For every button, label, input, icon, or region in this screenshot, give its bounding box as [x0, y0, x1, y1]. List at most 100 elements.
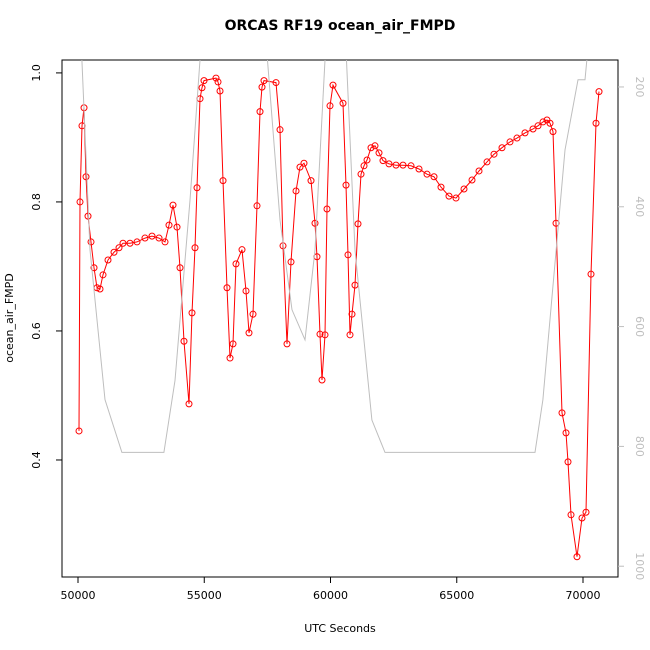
data-point — [188, 309, 196, 317]
data-point — [468, 176, 476, 184]
y-tick-label: 0.8 — [30, 193, 43, 211]
data-point — [323, 205, 331, 213]
data-point — [307, 177, 315, 185]
data-point — [460, 185, 468, 193]
data-point — [521, 129, 529, 137]
x-tick-label: 70000 — [566, 589, 601, 602]
data-point — [329, 81, 337, 89]
data-point — [321, 331, 329, 339]
data-point — [595, 88, 603, 96]
data-point — [379, 157, 387, 165]
data-point — [99, 271, 107, 279]
data-point — [562, 429, 570, 437]
data-point — [399, 161, 407, 169]
y-axis-label: ocean_air_FMPD — [3, 273, 16, 363]
data-point — [104, 256, 112, 264]
data-point — [407, 162, 415, 170]
data-point — [423, 170, 431, 178]
data-point — [276, 126, 284, 134]
plot-frame — [61, 59, 619, 578]
data-point — [82, 173, 90, 181]
data-point — [430, 173, 438, 181]
data-point — [219, 177, 227, 185]
data-point — [148, 232, 156, 240]
data-point — [216, 87, 224, 95]
data-point — [564, 458, 572, 466]
data-point — [483, 158, 491, 166]
data-point — [96, 285, 104, 293]
y2-tick-label: 600 — [633, 316, 646, 337]
y2-tick-label: 400 — [633, 196, 646, 217]
y-tick-label: 0.4 — [30, 451, 43, 469]
data-point — [110, 248, 118, 256]
data-point — [445, 192, 453, 200]
data-point — [582, 508, 590, 516]
y2-tick-label: 200 — [633, 76, 646, 97]
data-point — [318, 376, 326, 384]
data-point — [193, 184, 201, 192]
data-point — [191, 244, 199, 252]
data-point — [342, 181, 350, 189]
data-point — [311, 219, 319, 227]
data-point — [498, 144, 506, 152]
data-point — [587, 270, 595, 278]
y-tick-label: 0.6 — [30, 322, 43, 340]
data-point — [539, 118, 547, 126]
data-point — [452, 194, 460, 202]
data-point — [549, 128, 557, 136]
data-point — [339, 99, 347, 107]
data-point — [258, 83, 266, 91]
x-tick-label: 50000 — [61, 589, 96, 602]
data-point — [490, 150, 498, 158]
data-point — [272, 79, 280, 87]
data-point — [253, 202, 261, 210]
x-tick-label: 55000 — [187, 589, 222, 602]
data-point — [200, 77, 208, 85]
data-point — [506, 138, 514, 146]
data-point — [367, 144, 375, 152]
data-point — [226, 354, 234, 362]
data-point — [173, 223, 181, 231]
data-point — [232, 260, 240, 268]
data-point — [415, 165, 423, 173]
data-point — [357, 170, 365, 178]
data-point — [283, 340, 291, 348]
series-line — [78, 77, 600, 557]
data-point — [256, 108, 264, 116]
data-point — [578, 514, 586, 522]
data-point — [87, 238, 95, 246]
data-point — [292, 187, 300, 195]
data-point — [573, 553, 581, 561]
chart-title: ORCAS RF19 ocean_air_FMPD — [225, 18, 456, 34]
series-line — [81, 60, 588, 453]
data-point — [363, 156, 371, 164]
data-point — [558, 409, 566, 417]
data-point — [344, 251, 352, 259]
data-point — [529, 125, 537, 133]
data-point — [296, 163, 304, 171]
data-point — [354, 220, 362, 228]
data-point — [371, 142, 379, 150]
data-point — [316, 330, 324, 338]
y2-tick-label: 800 — [633, 436, 646, 457]
data-point — [242, 287, 250, 295]
data-point — [592, 119, 600, 127]
x-tick-label: 60000 — [313, 589, 348, 602]
data-point — [300, 159, 308, 167]
data-point — [360, 162, 368, 170]
data-point — [546, 119, 554, 127]
data-point — [245, 329, 253, 337]
y2-tick-label: 1000 — [633, 552, 646, 580]
data-point — [176, 264, 184, 272]
data-point — [155, 234, 163, 242]
data-point — [375, 149, 383, 157]
data-point — [126, 239, 134, 247]
data-point — [475, 167, 483, 175]
data-point — [287, 258, 295, 266]
data-point — [437, 183, 445, 191]
data-point — [346, 331, 354, 339]
data-point — [90, 264, 98, 272]
data-point — [513, 134, 521, 142]
